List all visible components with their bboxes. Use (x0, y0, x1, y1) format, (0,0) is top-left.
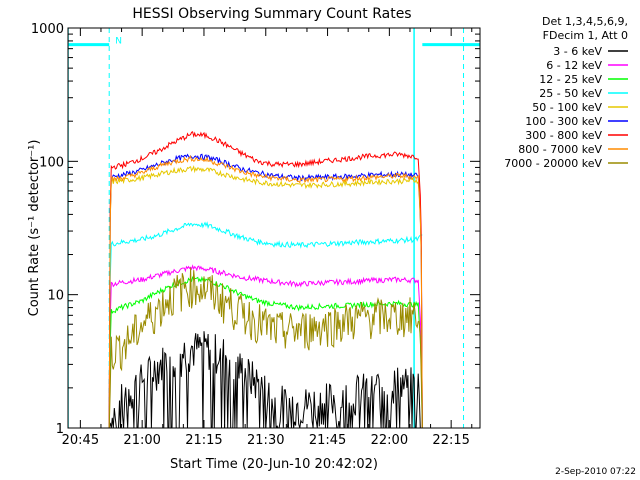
legend-label: 100 - 300 keV (525, 115, 602, 128)
legend-label: 300 - 800 keV (525, 129, 602, 142)
y-tick-label: 100 (39, 155, 64, 170)
chart-title: HESSI Observing Summary Count Rates (132, 6, 411, 22)
x-tick-label: 21:00 (123, 433, 160, 448)
series-line (68, 267, 423, 428)
legend-label: 7000 - 20000 keV (504, 157, 602, 170)
x-tick-label: 21:45 (309, 433, 346, 448)
series-line (68, 221, 423, 428)
legend-header: FDecim 1, Att 0 (543, 29, 628, 42)
flag-label: N (115, 37, 122, 47)
series-layer (68, 131, 423, 428)
series-line (68, 264, 423, 428)
y-tick-label: 1 (56, 422, 64, 437)
x-tick-label: 22:15 (432, 433, 469, 448)
legend-label: 25 - 50 keV (539, 87, 602, 100)
legend-label: 800 - 7000 keV (518, 143, 602, 156)
y-axis-label: Count Rate (s⁻¹ detector⁻¹) (27, 140, 42, 317)
y-tick-label: 10 (47, 289, 64, 304)
x-tick-label: 20:45 (62, 433, 99, 448)
legend-label: 6 - 12 keV (546, 59, 602, 72)
series-line (68, 131, 423, 428)
y-axis: 1 10 100 1000 (31, 22, 480, 437)
x-axis: 20:45 21:00 21:15 21:30 21:45 22:00 22:15 (62, 28, 473, 448)
plot-frame (67, 27, 481, 429)
legend-header: Det 1,3,4,5,6,9, (542, 15, 628, 28)
legend-label: 3 - 6 keV (553, 45, 602, 58)
x-tick-label: 21:15 (185, 433, 222, 448)
series-line (68, 165, 423, 428)
x-tick-label: 21:30 (247, 433, 284, 448)
legend-label: 50 - 100 keV (532, 101, 602, 114)
y-tick-label: 1000 (31, 22, 64, 37)
footer-date: 2-Sep-2010 07:22 (555, 467, 636, 477)
annotation-layer: N (68, 28, 480, 428)
legend: Det 1,3,4,5,6,9,FDecim 1, Att 0 3 - 6 keV… (504, 15, 628, 170)
x-axis-label: Start Time (20-Jun-10 20:42:02) (170, 457, 378, 472)
series-line (68, 155, 423, 428)
series-line (68, 153, 423, 428)
series-line (68, 275, 423, 428)
legend-label: 12 - 25 keV (539, 73, 602, 86)
series-line (68, 331, 423, 428)
x-tick-label: 22:00 (371, 433, 408, 448)
